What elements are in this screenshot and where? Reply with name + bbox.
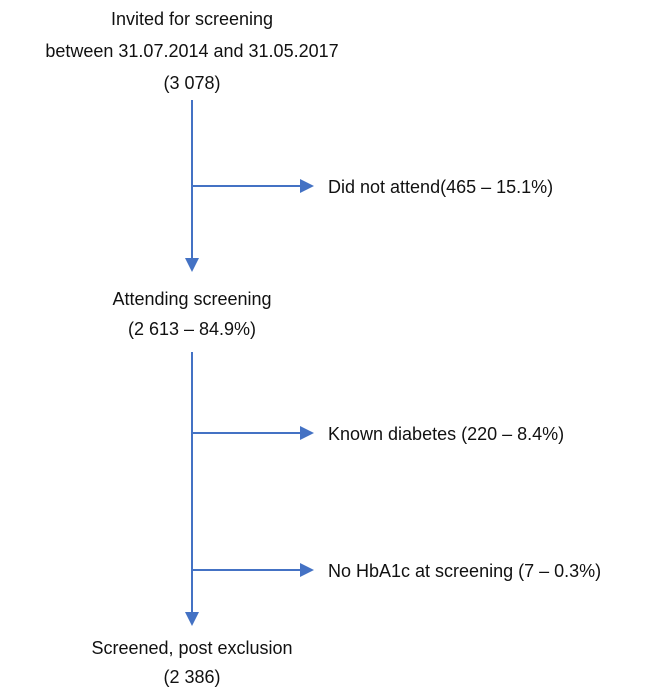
arrowhead [300, 179, 314, 193]
node-text: Screened, post exclusion [91, 638, 292, 658]
exclusion-text: Known diabetes (220 – 8.4%) [328, 424, 564, 444]
arrowhead [185, 258, 199, 272]
node-text: Attending screening [112, 289, 271, 309]
arrowhead [300, 563, 314, 577]
node-text: between 31.07.2014 and 31.05.2017 [45, 41, 338, 61]
exclusion-text: No HbA1c at screening (7 – 0.3%) [328, 561, 601, 581]
exclusion-text: Did not attend(465 – 15.1%) [328, 177, 553, 197]
node-text: (3 078) [163, 73, 220, 93]
node-text: (2 386) [163, 667, 220, 687]
node-text: Invited for screening [111, 9, 273, 29]
arrowhead [185, 612, 199, 626]
arrowhead [300, 426, 314, 440]
node-text: (2 613 – 84.9%) [128, 319, 256, 339]
